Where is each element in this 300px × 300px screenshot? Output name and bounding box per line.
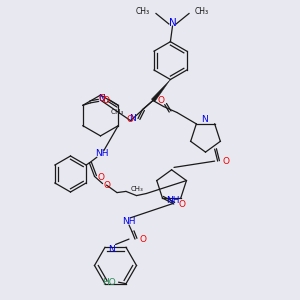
Text: N: N bbox=[130, 114, 136, 123]
Polygon shape bbox=[152, 80, 170, 102]
Text: CH₃: CH₃ bbox=[130, 186, 143, 192]
Text: CH₃: CH₃ bbox=[195, 8, 209, 16]
Text: N: N bbox=[108, 245, 115, 254]
Text: NH: NH bbox=[122, 217, 136, 226]
Text: O: O bbox=[223, 157, 230, 166]
Text: CH₃: CH₃ bbox=[110, 109, 124, 115]
Text: O: O bbox=[126, 116, 133, 124]
Text: NH: NH bbox=[167, 196, 180, 205]
Text: O: O bbox=[139, 236, 146, 244]
Text: HO: HO bbox=[102, 278, 116, 287]
Text: O: O bbox=[103, 181, 110, 190]
Text: O: O bbox=[102, 96, 110, 105]
Text: N: N bbox=[98, 94, 104, 103]
Text: CH₃: CH₃ bbox=[136, 8, 150, 16]
Text: N: N bbox=[169, 17, 176, 28]
Text: O: O bbox=[98, 94, 106, 103]
Text: N: N bbox=[201, 115, 207, 124]
Text: O: O bbox=[98, 173, 105, 182]
Text: O: O bbox=[158, 96, 165, 105]
Text: NH: NH bbox=[95, 149, 108, 158]
Text: O: O bbox=[178, 200, 185, 209]
